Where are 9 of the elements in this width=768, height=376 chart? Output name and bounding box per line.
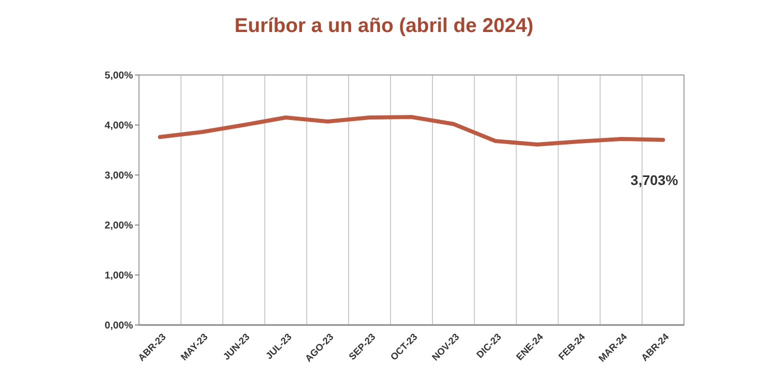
chart-title: Euríbor a un año (abril de 2024) — [234, 15, 534, 37]
y-tick-label: 4,00% — [104, 120, 134, 132]
annotation: 3,703% — [630, 172, 679, 188]
y-tick-label: 1,00% — [104, 270, 134, 282]
y-tick-label: 2,00% — [104, 220, 134, 232]
y-tick-label: 3,00% — [104, 170, 134, 182]
line-series — [158, 115, 666, 146]
y-tick-label: 5,00% — [104, 70, 134, 82]
y-tick-label: 0,00% — [104, 320, 134, 332]
